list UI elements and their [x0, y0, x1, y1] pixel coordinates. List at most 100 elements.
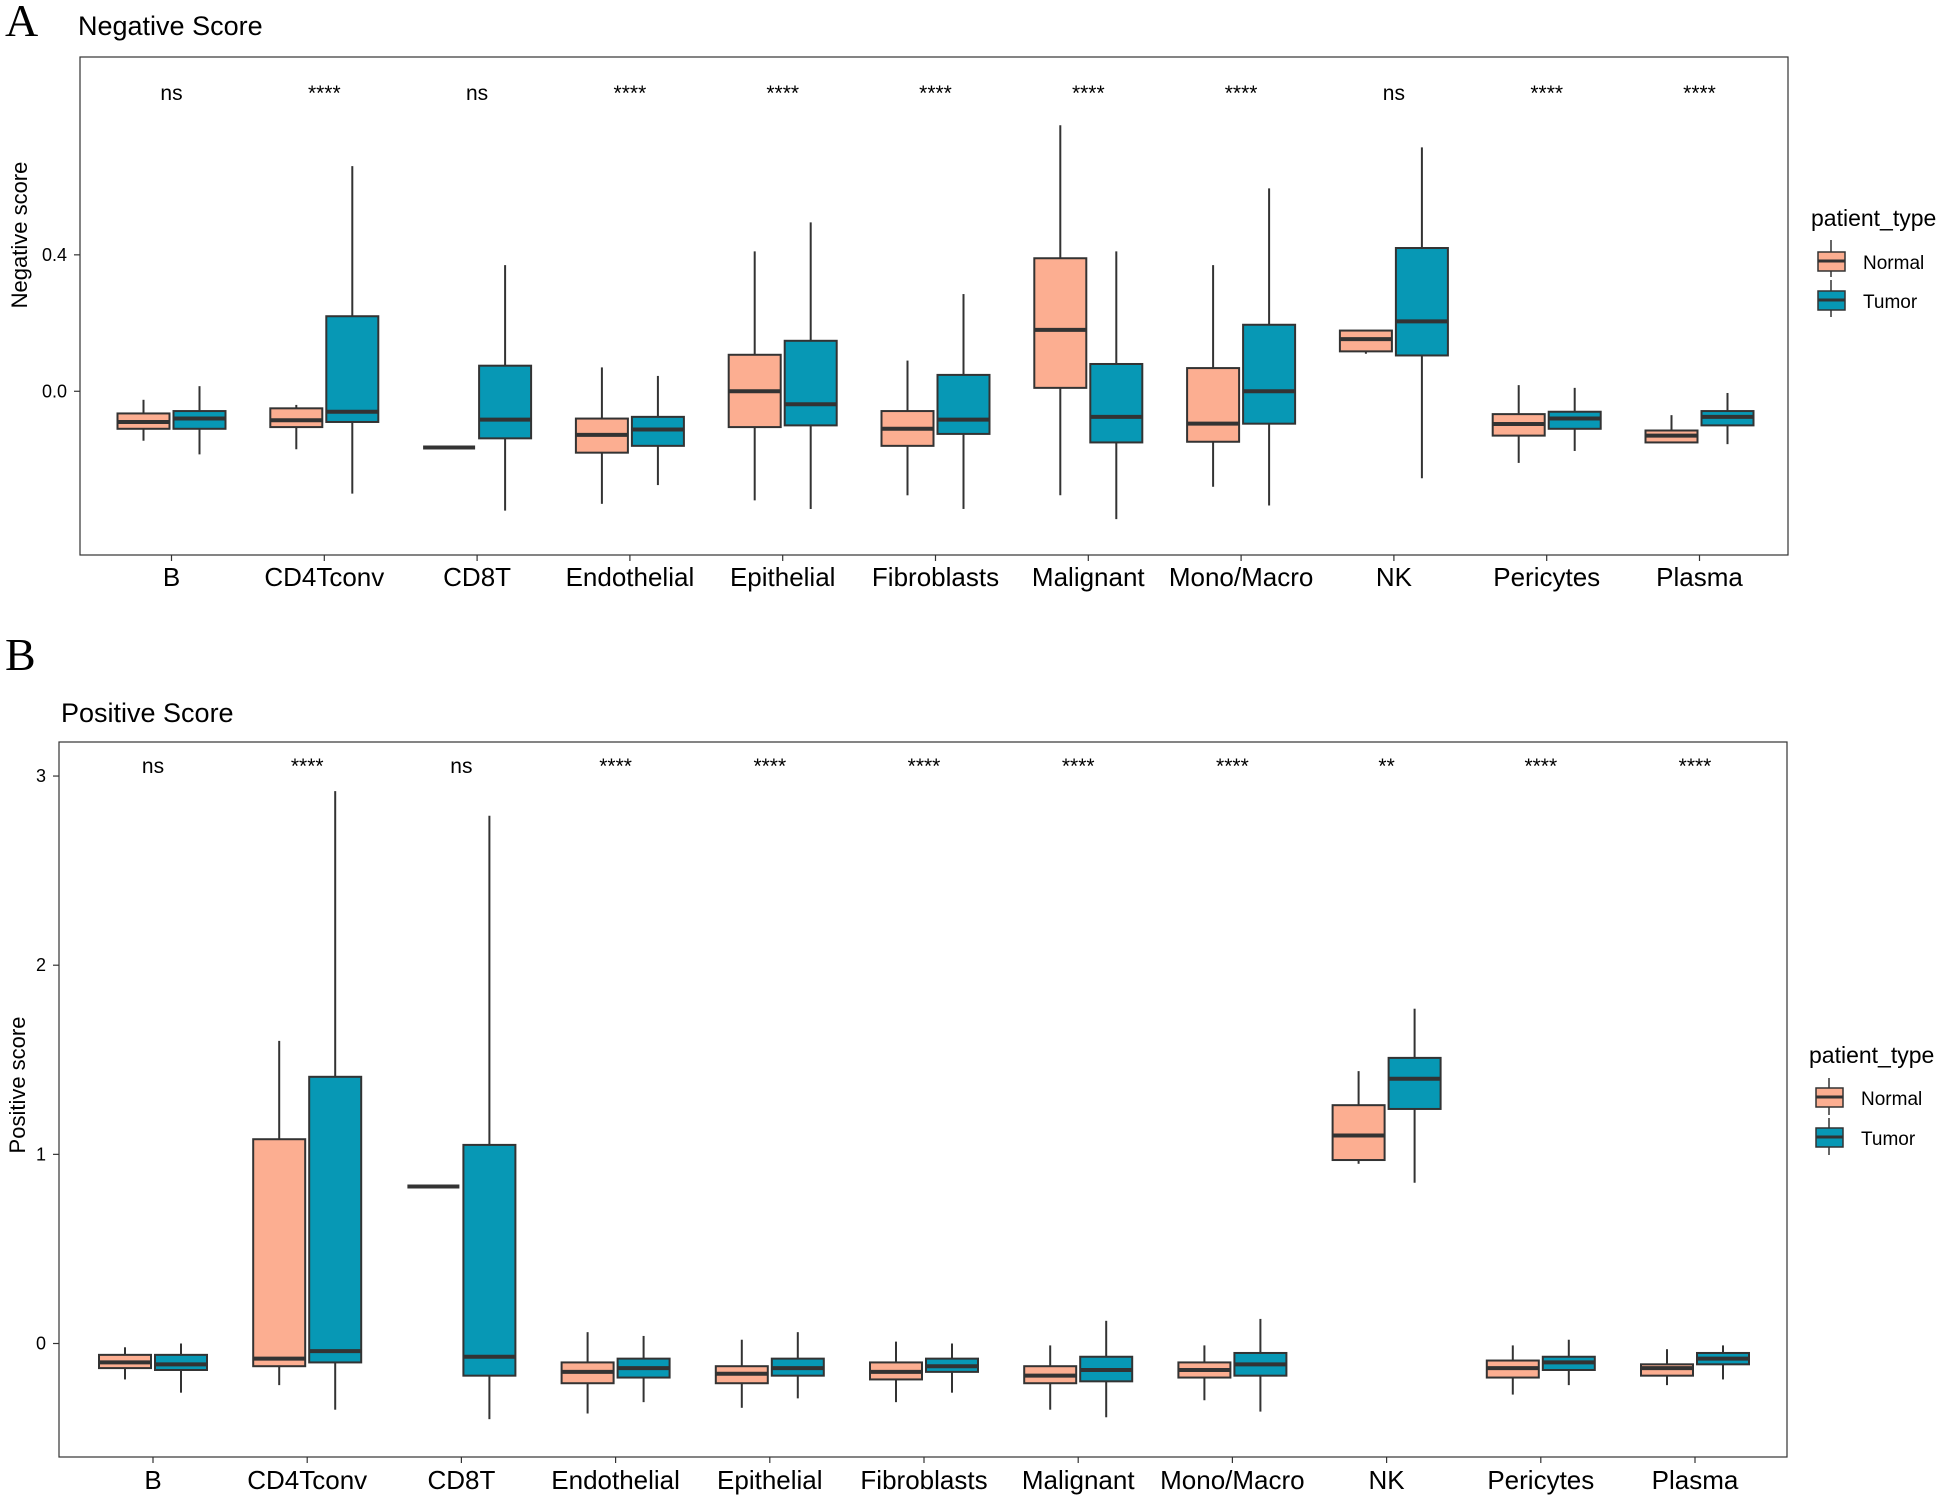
box-body [1033, 257, 1088, 389]
significance-label: **** [1072, 82, 1105, 105]
legend-key-tumor [1817, 280, 1846, 317]
panel-a: A Negative Score Negative score patient_… [5, 0, 1936, 592]
legend-key-normal [1815, 1078, 1844, 1115]
box-body [783, 339, 838, 427]
box-normal [727, 251, 782, 501]
panel-label: B [5, 629, 36, 680]
x-tick-label: Endothelial [566, 562, 695, 592]
x-tick-label: CD4Tconv [264, 562, 384, 592]
box-normal [116, 399, 171, 441]
box-tumor [172, 386, 227, 455]
x-tick-label: Fibroblasts [872, 562, 999, 592]
box-normal [880, 360, 935, 496]
box-normal [1331, 1071, 1386, 1164]
legend-label-normal: Normal [1863, 253, 1924, 274]
box-tumor [478, 265, 533, 511]
significance-label: **** [908, 755, 941, 778]
box-tumor [925, 1343, 979, 1393]
box-tumor [1233, 1318, 1288, 1412]
x-tick-label: Endothelial [551, 1465, 680, 1495]
y-axis-title: Negative score [7, 162, 32, 309]
box-body [325, 315, 380, 423]
box-tumor [1547, 387, 1602, 451]
legend-label-tumor: Tumor [1863, 292, 1918, 313]
x-tick-label: Epithelial [717, 1465, 823, 1495]
x-tick-label: B [163, 562, 180, 592]
significance-label: **** [291, 755, 324, 778]
significance-label: **** [308, 82, 341, 105]
x-tick-label: Pericytes [1487, 1465, 1594, 1495]
box-tumor [936, 294, 991, 509]
x-tick-label: Mono/Macro [1160, 1465, 1305, 1495]
x-tick-label: NK [1376, 562, 1413, 592]
y-tick-label: 0 [36, 1334, 46, 1354]
box-normal [560, 1332, 615, 1414]
box-body [252, 1138, 307, 1368]
box-normal [1023, 1345, 1078, 1410]
legend-label-normal: Normal [1861, 1089, 1922, 1110]
x-tick-label: Malignant [1022, 1465, 1136, 1495]
box-tumor [1541, 1339, 1596, 1386]
significance-label: ns [160, 82, 182, 105]
box-tumor [783, 222, 838, 509]
significance-label: **** [1530, 82, 1563, 105]
box-tumor [1696, 1345, 1750, 1380]
significance-label: ** [1378, 755, 1394, 778]
legend-key-tumor [1815, 1118, 1844, 1155]
box-tumor [616, 1335, 671, 1403]
significance-label: **** [753, 755, 786, 778]
box-normal [252, 1040, 307, 1386]
box-normal [1177, 1345, 1232, 1401]
x-tick-label: Plasma [1652, 1465, 1739, 1495]
x-tick-label: Plasma [1656, 562, 1743, 592]
box-tumor [1242, 188, 1297, 506]
significance-label: ns [450, 755, 472, 778]
box-normal [869, 1341, 923, 1403]
box-normal [269, 404, 324, 450]
significance-label: ns [142, 755, 164, 778]
box-layer [116, 125, 1755, 520]
box-body [1331, 1104, 1386, 1162]
x-tick-label: CD8T [427, 1465, 495, 1495]
box-normal [714, 1339, 769, 1408]
legend: patient_type Normal Tumor [1811, 205, 1936, 317]
significance-label: **** [1524, 755, 1557, 778]
box-tumor [462, 815, 517, 1420]
x-tick-label: Malignant [1032, 562, 1146, 592]
panel-b: B Positive Score Positive score patient_… [5, 629, 1934, 1495]
chart-title: Positive Score [61, 698, 234, 728]
box-normal [1033, 125, 1088, 496]
x-tick-label: CD4Tconv [247, 1465, 367, 1495]
legend-label-tumor: Tumor [1861, 1129, 1916, 1150]
box-tumor [1394, 147, 1449, 479]
box-body [269, 407, 324, 429]
significance-label: **** [614, 82, 647, 105]
box-normal [98, 1347, 152, 1380]
chart-title: Negative Score [78, 11, 263, 41]
box-body [1089, 362, 1144, 444]
box-tumor [630, 375, 685, 486]
x-tick-label: Epithelial [730, 562, 836, 592]
box-normal [574, 367, 629, 504]
significance-label: **** [1679, 755, 1712, 778]
box-body [308, 1075, 363, 1364]
box-layer [98, 791, 1750, 1420]
box-normal [1338, 329, 1393, 354]
box-tumor [308, 791, 363, 1410]
box-normal [1644, 415, 1699, 444]
significance-label: **** [1683, 82, 1716, 105]
box-normal [1491, 385, 1546, 463]
panel-label: A [5, 0, 38, 46]
box-tumor [154, 1343, 208, 1393]
y-tick-label: 2 [36, 955, 46, 975]
box-body [1242, 323, 1297, 425]
significance-label: ns [466, 82, 488, 105]
x-tick-label: Fibroblasts [860, 1465, 987, 1495]
box-tumor [325, 166, 380, 494]
box-body [478, 364, 533, 440]
legend: patient_type Normal Tumor [1809, 1042, 1934, 1155]
box-tumor [1700, 392, 1755, 445]
box-body [1394, 247, 1449, 357]
y-tick-label: 3 [36, 766, 46, 786]
x-tick-label: Mono/Macro [1169, 562, 1314, 592]
